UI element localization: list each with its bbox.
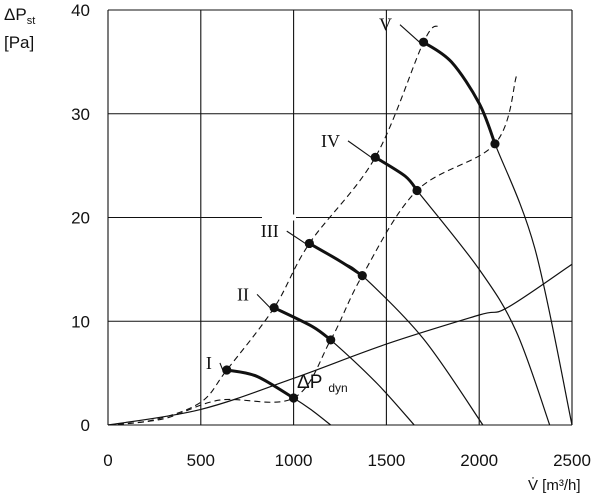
y-tick-label: 0 <box>81 416 90 435</box>
curves <box>107 25 573 426</box>
operating-point <box>412 185 422 196</box>
operating-point <box>304 238 314 249</box>
curve-label-iv: IV <box>321 131 340 151</box>
x-tick-label: 0 <box>103 451 112 470</box>
operating-point <box>357 271 367 281</box>
operating-point <box>289 393 299 403</box>
y-axis-label-main: ΔP <box>4 5 27 24</box>
y-tick-label: 40 <box>71 1 90 20</box>
fan-curve-v <box>423 41 573 426</box>
y-tick-label: 10 <box>71 312 90 331</box>
curve-label-i: I <box>206 353 212 373</box>
x-tick-label: 1000 <box>275 451 313 470</box>
operating-point <box>418 37 429 47</box>
x-tick-label: 1500 <box>367 451 405 470</box>
fan-curve-ii <box>273 307 415 426</box>
y-axis-label: ΔPst <box>4 5 35 27</box>
y-tick-label: 30 <box>71 105 90 124</box>
curve-label-ii: II <box>237 284 249 304</box>
dyn-curve-label-main: ΔP <box>297 372 322 393</box>
annotation-leader <box>347 140 372 158</box>
annotation-leader <box>219 362 224 371</box>
y-axis-label-sub: st <box>27 15 36 27</box>
operating-point <box>222 365 232 375</box>
curve-label-v: V <box>379 15 392 35</box>
x-axis-label: V̇ [m³/h] <box>528 477 581 494</box>
operating-point <box>326 335 336 345</box>
operating-range-iii <box>308 242 364 277</box>
operating-range-v <box>422 40 497 145</box>
grid-lines <box>107 9 573 426</box>
dashed-line <box>107 25 439 426</box>
annotation-leader <box>286 230 306 244</box>
label-mask <box>262 214 296 221</box>
x-tick-label: 2000 <box>460 451 498 470</box>
operating-range-i <box>226 368 295 400</box>
dynamic-pressure-curve <box>107 263 573 426</box>
dyn-curve-label: ΔP dyn <box>297 372 348 395</box>
annotation-leader <box>256 294 271 309</box>
x-tick-label: 2500 <box>553 451 591 470</box>
operating-range-iv <box>374 156 419 192</box>
y-axis-unit: [Pa] <box>4 33 34 52</box>
operating-point <box>269 303 279 313</box>
dyn-curve-label-sub: dyn <box>328 381 347 395</box>
fan-curve-iii <box>309 242 484 426</box>
operating-point <box>490 139 500 149</box>
dashed-line <box>107 76 517 426</box>
tick-labels: 0 500 1000 1500 2000 2500 0 10 20 30 40 <box>71 1 591 470</box>
operating-point <box>370 152 380 162</box>
x-tick-label: 500 <box>187 451 215 470</box>
operating-points <box>222 37 500 403</box>
operating-range-ii <box>273 306 332 342</box>
fan-curve-iv <box>374 156 551 426</box>
curve-label-iii: III <box>261 221 279 241</box>
y-tick-label: 20 <box>71 209 90 228</box>
annotation-leader <box>399 24 420 43</box>
